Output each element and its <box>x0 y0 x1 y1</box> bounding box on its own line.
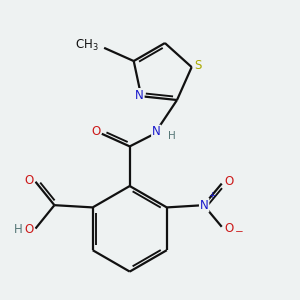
Text: O: O <box>224 175 234 188</box>
Text: CH$_3$: CH$_3$ <box>75 38 99 53</box>
Text: H: H <box>14 223 23 236</box>
Text: N: N <box>135 89 144 102</box>
Text: S: S <box>194 59 202 72</box>
Text: O: O <box>25 174 34 187</box>
Text: O: O <box>25 223 34 236</box>
Text: O: O <box>91 125 100 139</box>
Text: N: N <box>200 199 208 212</box>
Text: H: H <box>168 130 176 141</box>
Text: O: O <box>224 222 234 235</box>
Text: −: − <box>235 227 243 237</box>
Text: N: N <box>152 125 161 139</box>
Text: +: + <box>208 191 216 200</box>
